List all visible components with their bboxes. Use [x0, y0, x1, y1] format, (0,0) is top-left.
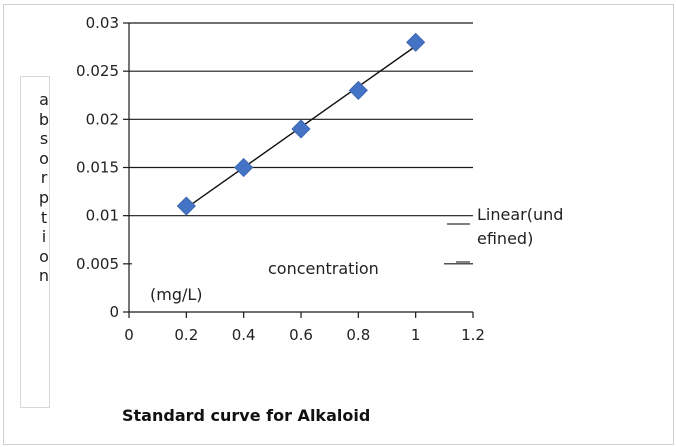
- y-tick-label: 0.025: [76, 62, 119, 80]
- chart-title: Standard curve for Alkaloid: [122, 406, 371, 425]
- y-axis-label-letter: i: [41, 227, 47, 247]
- x-tick-label: 0.4: [232, 326, 256, 344]
- y-tick-label: 0.005: [76, 255, 119, 273]
- data-point-diamond: [176, 196, 196, 216]
- y-axis-label-letter: r: [40, 168, 48, 188]
- y-axis-label-letter: n: [38, 266, 50, 286]
- x-tick-label: 0.6: [289, 326, 313, 344]
- y-tick-label: 0.02: [86, 110, 119, 128]
- y-axis-label-letter: o: [39, 246, 49, 266]
- y-axis-label-letter: t: [40, 207, 48, 227]
- x-tick-label: 0.2: [174, 326, 198, 344]
- y-tick-label: 0.01: [86, 207, 119, 225]
- x-axis-title: concentration: [268, 259, 379, 278]
- x-axis-unit: (mg/L): [150, 285, 203, 304]
- y-axis-label-letter: a: [39, 90, 49, 109]
- y-axis-label-letter: o: [39, 148, 49, 168]
- axis-title-box: [132, 244, 444, 306]
- y-axis-label-letter: p: [38, 187, 50, 207]
- y-axis-label-letter: b: [38, 109, 50, 129]
- y-tick-label: 0.015: [76, 159, 119, 177]
- x-tick-label: 0.8: [346, 326, 370, 344]
- chart-frame: [3, 4, 674, 445]
- y-axis-label-letter: s: [39, 129, 49, 149]
- y-tick-label: 0: [109, 303, 119, 321]
- y-tick-label: 0.03: [86, 14, 119, 32]
- data-point-diamond: [406, 32, 426, 52]
- legend: Linear(und efined): [477, 203, 563, 251]
- data-point-diamond: [348, 80, 368, 100]
- data-point-diamond: [234, 157, 254, 178]
- data-point-diamond: [291, 119, 311, 139]
- legend-label-line2: efined): [477, 229, 534, 248]
- x-tick-label: 1: [411, 326, 421, 344]
- legend-label-line1: Linear(und: [477, 205, 564, 224]
- y-axis-label-box: [20, 76, 50, 408]
- x-tick-label: 1.2: [461, 326, 485, 344]
- x-tick-label: 0: [124, 326, 134, 344]
